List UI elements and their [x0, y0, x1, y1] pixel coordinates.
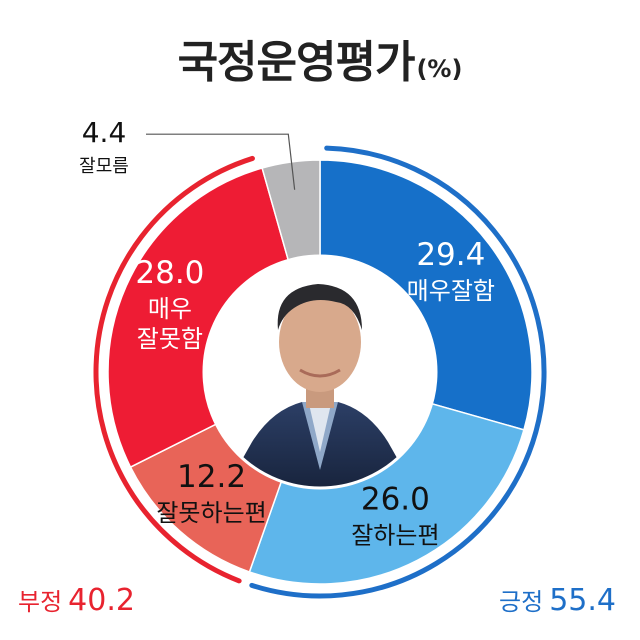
category-label-잘못하는편: 잘못하는편	[156, 499, 266, 527]
total-negative-value: 40.2	[68, 583, 135, 618]
total-positive: 긍정 55.4	[499, 582, 616, 618]
category-label-매우잘함: 매우잘함	[407, 277, 495, 305]
category-label-매우-잘못함: 잘못함	[137, 325, 203, 353]
category-label-매우-잘못함: 매우	[148, 295, 192, 323]
total-positive-value: 55.4	[549, 583, 616, 618]
value-label-잘하는편: 26.0	[361, 482, 430, 518]
value-label-매우-잘못함: 28.0	[135, 255, 204, 291]
value-label-잘못하는편: 12.2	[177, 459, 246, 495]
category-label-잘하는편: 잘하는편	[351, 522, 439, 550]
leader-line-잘모름	[146, 133, 296, 190]
value-label-잘모름: 4.4	[82, 116, 127, 149]
value-label-매우잘함: 29.4	[416, 237, 485, 273]
total-arc-긍정	[249, 145, 547, 599]
category-label-잘모름: 잘모름	[79, 156, 129, 177]
total-arc-부정	[93, 155, 255, 584]
total-negative: 부정 40.2	[18, 582, 135, 618]
center-portrait-photo	[204, 256, 436, 488]
total-positive-label: 긍정	[499, 588, 544, 616]
total-arcs	[93, 145, 547, 599]
title-text: 국정운영평가	[177, 37, 416, 88]
chart-title: 국정운영평가(%)	[0, 26, 640, 90]
slices	[107, 159, 533, 585]
title-unit: (%)	[416, 55, 463, 83]
total-negative-label: 부정	[18, 588, 63, 616]
